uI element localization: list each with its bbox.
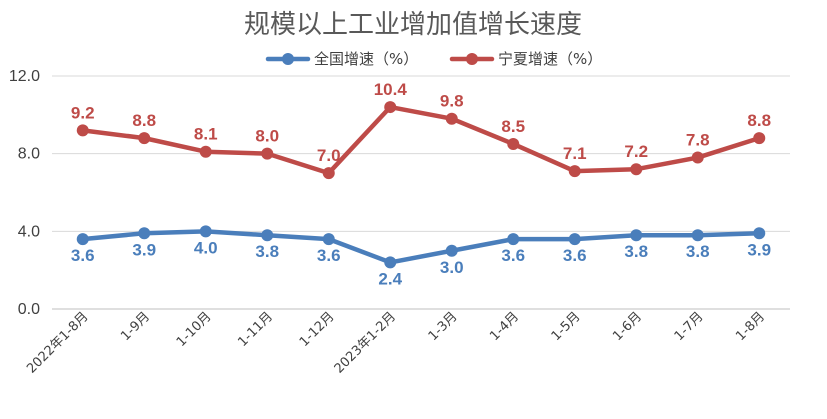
- x-tick-label: 1-8月: [733, 309, 768, 344]
- data-label: 3.6: [317, 246, 341, 265]
- data-label: 3.9: [747, 240, 771, 259]
- data-point: [753, 227, 766, 240]
- data-point: [507, 233, 520, 246]
- data-point: [76, 124, 89, 137]
- data-point: [322, 167, 335, 180]
- data-label: 8.5: [501, 117, 525, 136]
- legend-marker: [466, 53, 478, 65]
- x-tick-label: 1-12月: [297, 309, 338, 350]
- data-label: 7.8: [686, 131, 710, 150]
- data-label: 3.8: [686, 242, 710, 261]
- x-tick-label: 1-4月: [487, 309, 522, 344]
- chart-title: 规模以上工业增加值增长速度: [244, 10, 582, 40]
- data-point: [507, 137, 520, 150]
- data-point: [322, 233, 335, 246]
- x-tick-label: 1-11月: [235, 309, 276, 350]
- data-label: 4.0: [194, 238, 218, 257]
- legend-marker: [282, 53, 294, 65]
- data-point: [261, 147, 274, 160]
- x-tick-label: 1-9月: [118, 309, 153, 344]
- legend-label: 宁夏增速（%）: [498, 50, 602, 68]
- data-point: [76, 233, 89, 246]
- data-point: [753, 132, 766, 145]
- data-label: 9.2: [71, 103, 95, 122]
- y-tick-label: 12.0: [9, 68, 40, 85]
- series-line: [80, 229, 762, 265]
- data-label: 3.6: [501, 246, 525, 265]
- data-point: [199, 145, 212, 158]
- data-label: 9.8: [440, 92, 464, 111]
- data-label: 3.8: [255, 242, 279, 261]
- data-point: [630, 229, 643, 242]
- x-tick-label: 1-7月: [672, 309, 707, 344]
- data-label: 8.1: [194, 125, 218, 144]
- legend-label: 全国增速（%）: [314, 50, 418, 68]
- data-point: [138, 227, 151, 240]
- data-point: [199, 225, 212, 238]
- legend: 全国增速（%） 宁夏增速（%）: [265, 50, 602, 68]
- x-tick-label: 1-10月: [174, 309, 215, 350]
- data-label: 3.0: [440, 258, 464, 277]
- data-label: 3.9: [132, 240, 156, 259]
- data-point: [691, 229, 704, 242]
- x-tick-label: 1-3月: [426, 309, 461, 344]
- data-label: 2.4: [378, 269, 402, 288]
- data-point: [138, 132, 151, 145]
- y-tick-label: 0.0: [18, 301, 40, 318]
- data-point: [384, 101, 397, 114]
- series-line: [80, 104, 762, 176]
- data-point: [691, 151, 704, 164]
- data-point: [445, 112, 458, 125]
- data-point: [568, 233, 581, 246]
- x-tick-label: 2023年1-2月: [332, 309, 399, 376]
- data-label: 7.1: [563, 144, 587, 163]
- data-label: 10.4: [374, 80, 408, 99]
- data-label: 3.6: [71, 246, 95, 265]
- data-point: [630, 163, 643, 176]
- data-label: 3.6: [563, 246, 587, 265]
- data-label: 8.8: [747, 111, 771, 130]
- data-point: [261, 229, 274, 242]
- data-point: [568, 165, 581, 178]
- data-point: [384, 256, 397, 269]
- y-axis-ticks: 0.0 4.0 8.0 12.0: [9, 68, 40, 318]
- y-tick-label: 8.0: [18, 146, 40, 163]
- x-tick-label: 1-6月: [610, 309, 645, 344]
- data-label: 8.8: [132, 111, 156, 130]
- data-label: 8.0: [255, 127, 279, 146]
- data-label: 7.0: [317, 146, 341, 165]
- data-labels: 3.6 3.9 4.0 3.8 3.6 2.4 3.0 3.6 3.6 3.8 3.8 3.9 9.2 8…: [71, 80, 771, 288]
- x-tick-label: 2022年1-8月: [24, 309, 91, 376]
- series-layer: [76, 101, 766, 269]
- x-tick-label: 1-5月: [549, 309, 584, 344]
- data-label: 7.2: [624, 142, 648, 161]
- data-point: [445, 244, 458, 257]
- data-label: 3.8: [624, 242, 648, 261]
- y-tick-label: 4.0: [18, 223, 40, 240]
